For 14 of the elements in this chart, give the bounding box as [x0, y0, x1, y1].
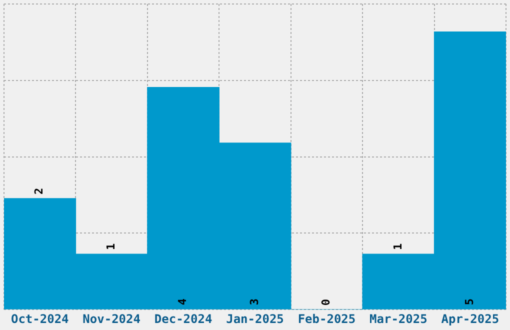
x-tick-label: Mar-2025	[370, 312, 428, 326]
x-tick-label: Nov-2024	[82, 312, 140, 326]
data-label: 5	[463, 298, 476, 306]
data-label: 4	[176, 298, 190, 306]
data-label: 2	[32, 188, 46, 194]
x-tick-label: Dec-2024	[154, 312, 212, 326]
x-tick-label: Oct-2024	[10, 312, 69, 326]
x-tick-label: Apr-2025	[441, 312, 500, 326]
data-label: 0	[320, 298, 333, 306]
data-label: 1	[391, 243, 404, 250]
data-label: 3	[248, 298, 261, 306]
data-label: 1	[104, 243, 118, 250]
x-tick-label: Jan-2025	[226, 312, 284, 326]
x-tick-label: Feb-2025	[298, 312, 356, 326]
